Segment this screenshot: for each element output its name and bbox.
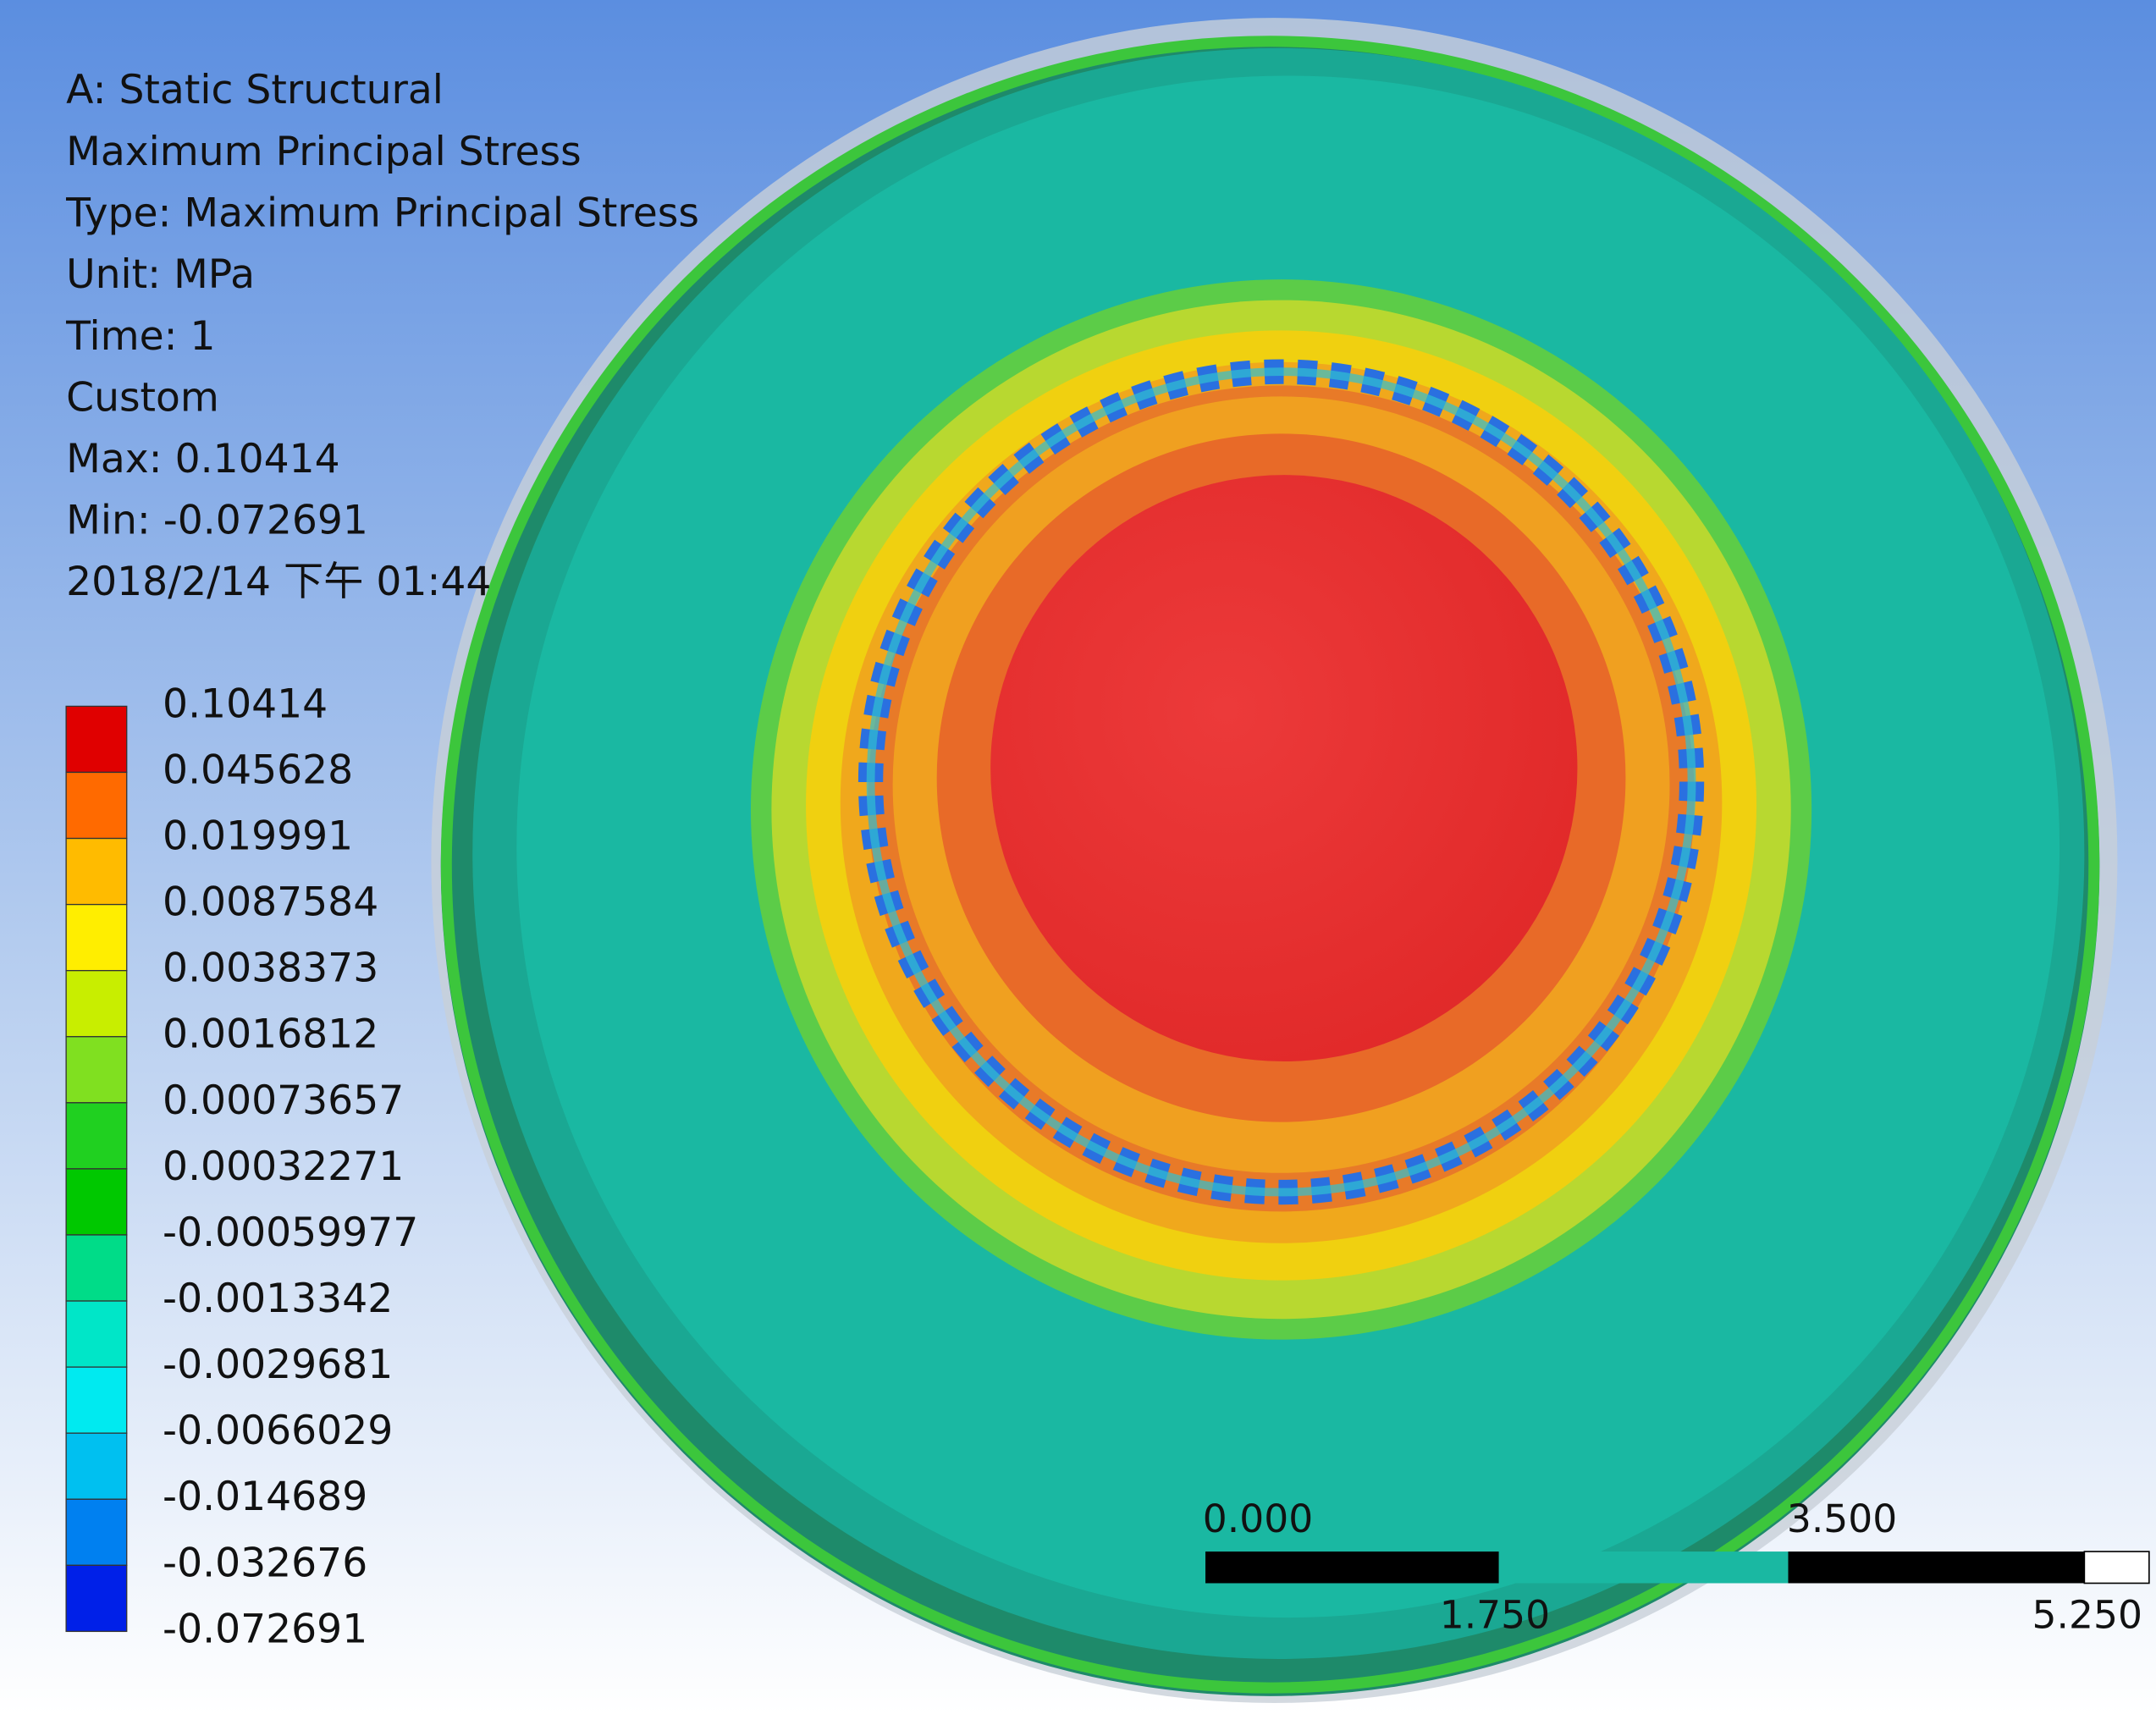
legend-label: -0.0066029 bbox=[163, 1408, 393, 1454]
legend-label: 0.0087584 bbox=[163, 879, 378, 926]
legend-swatch bbox=[65, 1102, 128, 1170]
model bbox=[431, 18, 2118, 1703]
legend-label: -0.072691 bbox=[163, 1606, 367, 1652]
legend-label: 0.00073657 bbox=[163, 1077, 404, 1124]
legend-swatch bbox=[65, 837, 128, 906]
result-header: A: Static Structural Maximum Principal S… bbox=[65, 67, 699, 605]
scale-bar: 0.000 3.500 1.750 5.250 bbox=[1203, 1496, 2150, 1638]
legend-label: -0.0029681 bbox=[163, 1342, 393, 1388]
legend-swatch bbox=[65, 1366, 128, 1434]
legend-swatch bbox=[65, 903, 128, 972]
header-line: Type: Maximum Principal Stress bbox=[65, 190, 699, 237]
header-line: Min: -0.072691 bbox=[66, 497, 368, 543]
legend-label: 0.019991 bbox=[163, 813, 353, 860]
header-line: Time: 1 bbox=[65, 313, 215, 360]
legend-swatch bbox=[65, 771, 128, 840]
legend-label: 0.10414 bbox=[163, 681, 328, 727]
contour-legend: 0.10414 0.045628 0.019991 0.0087584 0.003837… bbox=[65, 681, 418, 1652]
scale-label: 0.000 bbox=[1203, 1496, 1313, 1541]
header-line: Custom bbox=[66, 374, 219, 421]
legend-swatch bbox=[65, 1168, 128, 1236]
legend-swatch bbox=[65, 1432, 128, 1500]
scale-label: 1.750 bbox=[1440, 1593, 1550, 1638]
header-title: A: Static Structural bbox=[66, 67, 444, 113]
legend-label: -0.032676 bbox=[163, 1540, 367, 1586]
legend-swatch bbox=[65, 705, 128, 774]
legend-swatch bbox=[65, 970, 128, 1038]
legend-swatch bbox=[65, 1498, 128, 1566]
header-line: Unit: MPa bbox=[66, 251, 255, 298]
legend-swatch bbox=[65, 1036, 128, 1104]
legend-label: 0.0038373 bbox=[163, 945, 378, 992]
legend-label: -0.0013342 bbox=[163, 1276, 393, 1322]
legend-swatch bbox=[65, 1234, 128, 1302]
header-line: Max: 0.10414 bbox=[66, 436, 340, 482]
scale-label: 3.500 bbox=[1787, 1496, 1897, 1541]
legend-label: 0.0016812 bbox=[163, 1011, 378, 1058]
legend-label: -0.00059977 bbox=[163, 1210, 418, 1256]
legend-label: 0.045628 bbox=[163, 747, 353, 793]
header-line: Maximum Principal Stress bbox=[66, 129, 582, 175]
legend-label: 0.00032271 bbox=[163, 1144, 404, 1190]
header-line: 2018/2/14 下午 01:44 bbox=[66, 559, 491, 605]
legend-label: -0.014689 bbox=[163, 1474, 367, 1520]
scale-label: 5.250 bbox=[2032, 1593, 2142, 1638]
legend-swatch bbox=[65, 1564, 128, 1633]
legend-swatch bbox=[65, 1300, 128, 1368]
